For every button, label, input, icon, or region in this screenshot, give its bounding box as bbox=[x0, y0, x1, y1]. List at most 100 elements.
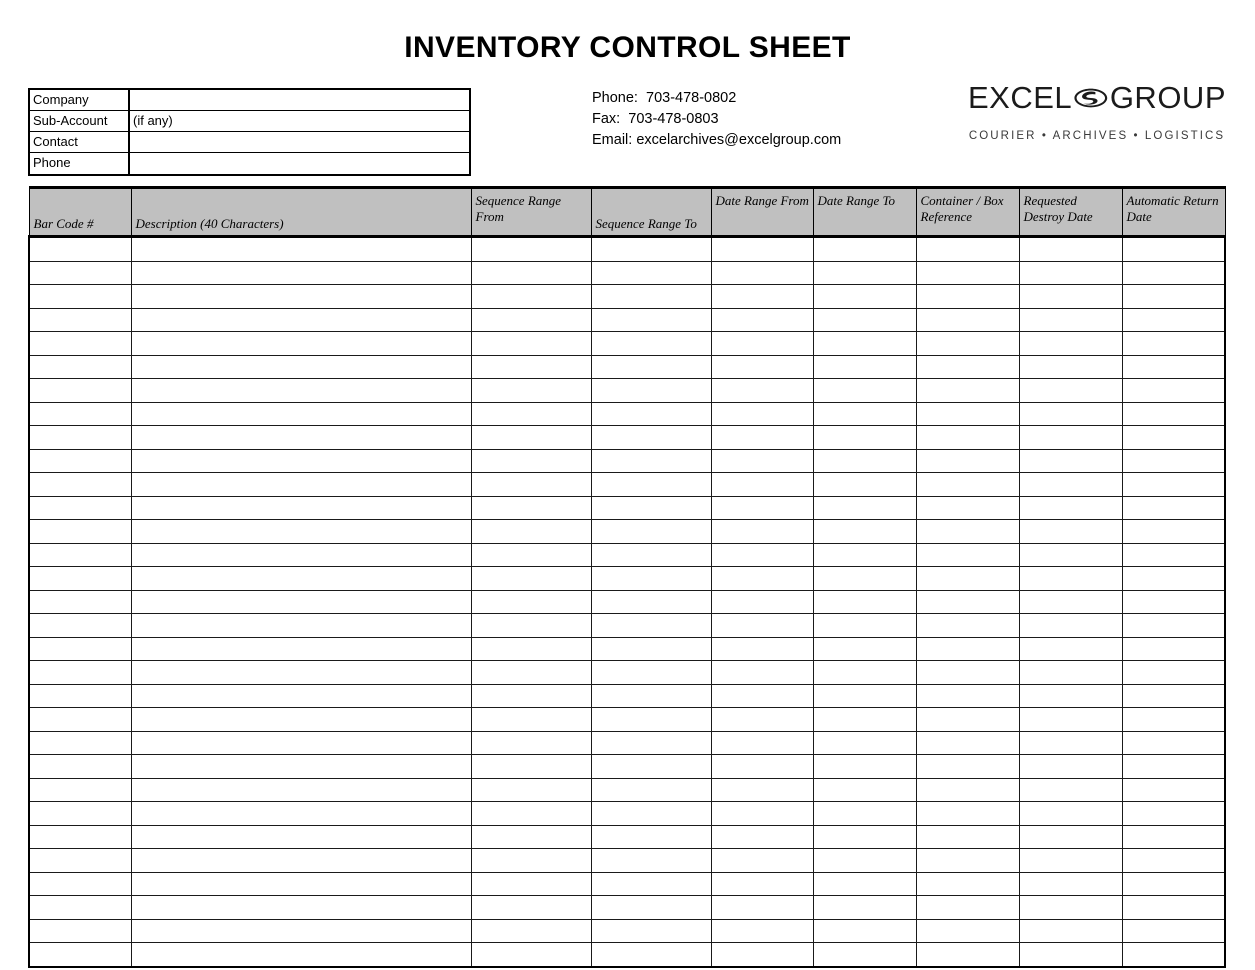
table-cell[interactable] bbox=[470, 331, 592, 356]
table-cell[interactable] bbox=[28, 236, 132, 262]
table-cell[interactable] bbox=[28, 613, 132, 638]
table-cell[interactable] bbox=[470, 824, 592, 849]
table-cell[interactable] bbox=[470, 519, 592, 544]
table-cell[interactable] bbox=[1018, 754, 1123, 779]
table-cell[interactable] bbox=[812, 519, 917, 544]
table-cell[interactable] bbox=[1018, 707, 1123, 732]
table-cell[interactable] bbox=[470, 777, 592, 802]
table-cell[interactable] bbox=[470, 942, 592, 968]
table-cell[interactable] bbox=[710, 824, 814, 849]
table-cell[interactable] bbox=[28, 566, 132, 591]
table-cell[interactable] bbox=[28, 401, 132, 426]
table-cell[interactable] bbox=[812, 448, 917, 473]
table-cell[interactable] bbox=[130, 260, 472, 285]
table-cell[interactable] bbox=[590, 801, 712, 826]
table-cell[interactable] bbox=[590, 589, 712, 614]
table-cell[interactable] bbox=[710, 683, 814, 708]
table-cell[interactable] bbox=[1018, 566, 1123, 591]
table-cell[interactable] bbox=[1121, 730, 1226, 755]
table-cell[interactable] bbox=[470, 895, 592, 920]
table-cell[interactable] bbox=[590, 777, 712, 802]
table-cell[interactable] bbox=[1121, 918, 1226, 943]
table-cell[interactable] bbox=[28, 848, 132, 873]
table-cell[interactable] bbox=[590, 425, 712, 450]
table-cell[interactable] bbox=[915, 542, 1020, 567]
table-cell[interactable] bbox=[590, 871, 712, 896]
table-cell[interactable] bbox=[130, 754, 472, 779]
table-cell[interactable] bbox=[710, 519, 814, 544]
table-cell[interactable] bbox=[590, 519, 712, 544]
table-cell[interactable] bbox=[130, 848, 472, 873]
table-cell[interactable] bbox=[710, 542, 814, 567]
table-cell[interactable] bbox=[1018, 495, 1123, 520]
table-cell[interactable] bbox=[1121, 754, 1226, 779]
table-cell[interactable] bbox=[130, 378, 472, 403]
table-cell[interactable] bbox=[1121, 895, 1226, 920]
table-cell[interactable] bbox=[710, 707, 814, 732]
table-cell[interactable] bbox=[812, 307, 917, 332]
table-cell[interactable] bbox=[1121, 801, 1226, 826]
table-cell[interactable] bbox=[915, 425, 1020, 450]
table-cell[interactable] bbox=[812, 777, 917, 802]
table-cell[interactable] bbox=[1121, 542, 1226, 567]
table-cell[interactable] bbox=[1121, 307, 1226, 332]
table-cell[interactable] bbox=[590, 660, 712, 685]
table-cell[interactable] bbox=[130, 284, 472, 309]
table-cell[interactable] bbox=[1018, 848, 1123, 873]
table-cell[interactable] bbox=[590, 331, 712, 356]
table-cell[interactable] bbox=[28, 448, 132, 473]
table-cell[interactable] bbox=[915, 895, 1020, 920]
table-cell[interactable] bbox=[28, 472, 132, 497]
table-cell[interactable] bbox=[130, 519, 472, 544]
table-cell[interactable] bbox=[710, 636, 814, 661]
table-cell[interactable] bbox=[812, 472, 917, 497]
table-cell[interactable] bbox=[1018, 401, 1123, 426]
table-cell[interactable] bbox=[812, 236, 917, 262]
table-cell[interactable] bbox=[28, 378, 132, 403]
table-cell[interactable] bbox=[915, 331, 1020, 356]
table-cell[interactable] bbox=[28, 660, 132, 685]
table-cell[interactable] bbox=[812, 542, 917, 567]
table-cell[interactable] bbox=[915, 801, 1020, 826]
table-cell[interactable] bbox=[1018, 284, 1123, 309]
table-cell[interactable] bbox=[915, 918, 1020, 943]
table-cell[interactable] bbox=[710, 331, 814, 356]
table-cell[interactable] bbox=[28, 495, 132, 520]
table-cell[interactable] bbox=[1121, 354, 1226, 379]
table-cell[interactable] bbox=[1121, 284, 1226, 309]
table-cell[interactable] bbox=[1121, 824, 1226, 849]
table-cell[interactable] bbox=[1018, 589, 1123, 614]
table-cell[interactable] bbox=[1018, 613, 1123, 638]
table-cell[interactable] bbox=[915, 848, 1020, 873]
table-cell[interactable] bbox=[812, 331, 917, 356]
table-cell[interactable] bbox=[590, 566, 712, 591]
table-cell[interactable] bbox=[812, 495, 917, 520]
table-cell[interactable] bbox=[130, 331, 472, 356]
table-cell[interactable] bbox=[710, 660, 814, 685]
table-cell[interactable] bbox=[1018, 260, 1123, 285]
table-cell[interactable] bbox=[590, 754, 712, 779]
table-cell[interactable] bbox=[470, 754, 592, 779]
table-cell[interactable] bbox=[130, 636, 472, 661]
table-cell[interactable] bbox=[1018, 307, 1123, 332]
table-cell[interactable] bbox=[1121, 401, 1226, 426]
table-cell[interactable] bbox=[1018, 331, 1123, 356]
table-cell[interactable] bbox=[130, 942, 472, 968]
company-info-field[interactable] bbox=[130, 90, 469, 110]
table-cell[interactable] bbox=[130, 354, 472, 379]
table-cell[interactable] bbox=[1121, 871, 1226, 896]
table-cell[interactable] bbox=[28, 542, 132, 567]
table-cell[interactable] bbox=[470, 636, 592, 661]
table-cell[interactable] bbox=[28, 331, 132, 356]
table-cell[interactable] bbox=[915, 307, 1020, 332]
table-cell[interactable] bbox=[1121, 660, 1226, 685]
table-cell[interactable] bbox=[915, 660, 1020, 685]
table-cell[interactable] bbox=[130, 683, 472, 708]
table-cell[interactable] bbox=[915, 472, 1020, 497]
table-cell[interactable] bbox=[710, 871, 814, 896]
table-cell[interactable] bbox=[915, 730, 1020, 755]
table-cell[interactable] bbox=[1121, 331, 1226, 356]
table-cell[interactable] bbox=[710, 942, 814, 968]
table-cell[interactable] bbox=[915, 284, 1020, 309]
table-cell[interactable] bbox=[1121, 707, 1226, 732]
